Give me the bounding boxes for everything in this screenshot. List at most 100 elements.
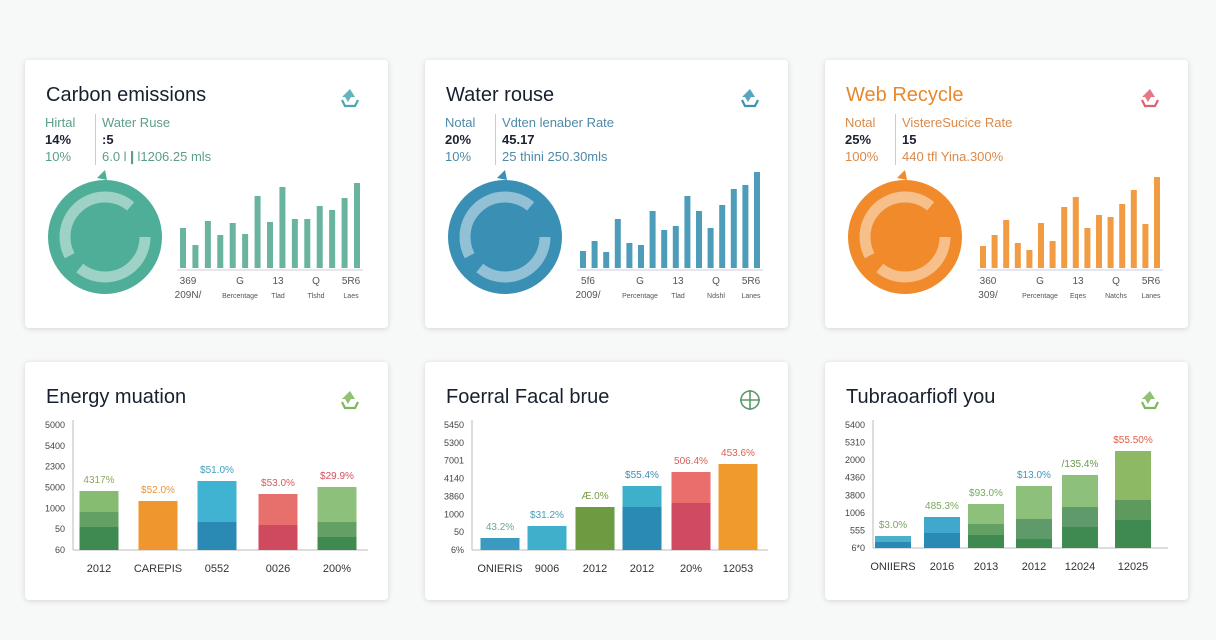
bar — [1119, 204, 1126, 268]
tick-label: Ndshl — [707, 293, 725, 300]
stat-value: 10% — [445, 149, 472, 164]
bar — [991, 235, 998, 268]
bar-segment — [1062, 507, 1098, 527]
bar — [707, 228, 714, 268]
bar — [1072, 197, 1079, 268]
dashboard-card: Tubraoarfiofl you 5400 5310 2000 4360 3800 10… — [825, 362, 1188, 600]
y-tick-label: 5310 — [845, 438, 865, 448]
data-label: $13.0% — [1017, 470, 1051, 481]
recycle-icon[interactable] — [338, 388, 362, 412]
tick-label: Laes — [343, 293, 359, 300]
bar-segment — [1062, 527, 1098, 548]
bar — [1154, 177, 1160, 268]
x-tick-label: 20% — [680, 563, 702, 575]
stat-value: 440 tfl Yina.300% — [902, 149, 1004, 164]
bar — [1142, 224, 1149, 268]
dashboard-card: Web Recycle Notal 25% 100% VistereSucice Ra… — [825, 60, 1188, 328]
x-tick-label: 9006 — [535, 563, 559, 575]
bar — [1084, 228, 1091, 268]
bar-segment — [1016, 539, 1052, 548]
bar — [684, 196, 691, 268]
bar-chart: 369 G 13 Q 5R6 209N/Bercentage Tlad Tlshd Laes — [48, 170, 363, 301]
tick-label: 13 — [1072, 276, 1084, 287]
tick-label: 5R6 — [1142, 276, 1161, 287]
dashboard-card: Water rouse Notal 20% 10% Vdten lenaber Rat… — [425, 60, 788, 328]
bar — [180, 228, 186, 268]
data-label: $3.0% — [879, 520, 907, 531]
data-label: $55.4% — [625, 470, 659, 481]
bar — [1096, 215, 1102, 268]
bar — [614, 219, 621, 268]
bar — [316, 206, 323, 268]
tick-label: 309/ — [978, 290, 998, 301]
bar — [754, 172, 760, 268]
y-tick-label: 4360 — [845, 473, 865, 483]
bar-segment — [480, 538, 520, 550]
y-tick-label: 7001 — [444, 456, 464, 466]
bar — [267, 222, 273, 268]
bar — [279, 187, 286, 268]
stat-value: VistereSucice Rate — [902, 115, 1013, 130]
y-tick-label: 60 — [55, 545, 65, 555]
data-label: /135.4% — [1062, 459, 1099, 470]
dashboard-card: Carbon emissions Hirtal 14% 10% Water Ruse:… — [25, 60, 388, 328]
recycle-donut-icon — [448, 170, 562, 294]
bar-segment — [575, 507, 615, 550]
recycle-icon[interactable] — [1138, 86, 1162, 110]
y-tick-label: 2300 — [45, 462, 65, 472]
bar-segment — [924, 517, 960, 533]
tick-label: Q — [712, 276, 720, 287]
y-tick-label: 3860 — [444, 491, 464, 501]
bar-segment — [79, 491, 119, 512]
tick-label: G — [236, 276, 244, 287]
bar-segment — [1016, 486, 1052, 519]
bar — [341, 198, 348, 268]
x-tick-label: 12025 — [1118, 561, 1149, 573]
bar-segment — [138, 501, 178, 550]
x-tick-label: 2012 — [1022, 561, 1046, 573]
tick-label: Natchs — [1105, 293, 1127, 300]
bar — [329, 210, 336, 268]
y-tick-label: 2000 — [845, 455, 865, 465]
bar — [217, 235, 224, 268]
bar — [603, 252, 610, 268]
data-label: Æ.0% — [581, 491, 608, 502]
bar-segment — [1115, 520, 1151, 548]
tick-label: 13 — [672, 276, 684, 287]
data-label: 506.4% — [674, 456, 708, 467]
bar-segment — [671, 503, 711, 550]
stat-value: 10% — [45, 149, 72, 164]
bar — [1003, 220, 1010, 268]
bar-segment — [968, 504, 1004, 524]
recycle-icon[interactable] — [338, 86, 362, 110]
card-title: Water rouse — [446, 84, 555, 106]
stat-value: 25 thini 250.30mls — [502, 149, 608, 164]
tick-label: Q — [1112, 276, 1120, 287]
tick-label: Bercentage — [222, 293, 258, 300]
recycle-icon[interactable] — [1138, 388, 1162, 412]
bar — [291, 219, 298, 268]
bar — [192, 245, 199, 268]
bar-segment — [924, 533, 960, 548]
data-label: $93.0% — [969, 488, 1003, 499]
y-tick-label: 5300 — [444, 438, 464, 448]
card-title: Energy muation — [46, 386, 187, 408]
tick-label: 369 — [180, 276, 197, 287]
x-tick-label: 2016 — [930, 561, 954, 573]
data-label: $52.0% — [141, 485, 175, 496]
y-tick-label: 5000 — [45, 483, 65, 493]
card-title: Web Recycle — [846, 84, 964, 106]
stacked-bar-chart: 5000 5400 2300 5000 1000 50 60 4317% 2012 $52.0% C… — [45, 420, 368, 575]
bar — [254, 196, 261, 268]
bar-segment — [527, 526, 567, 550]
tick-label: 209N/ — [175, 290, 202, 301]
crosshair-icon[interactable] — [738, 388, 762, 412]
y-tick-label: 6% — [451, 545, 464, 555]
y-tick-label: 5400 — [45, 441, 65, 451]
bar — [1061, 207, 1068, 268]
bar-segment — [317, 487, 357, 522]
tick-label: 5R6 — [742, 276, 761, 287]
recycle-icon[interactable] — [738, 86, 762, 110]
bar — [672, 226, 679, 268]
bar — [730, 189, 737, 268]
